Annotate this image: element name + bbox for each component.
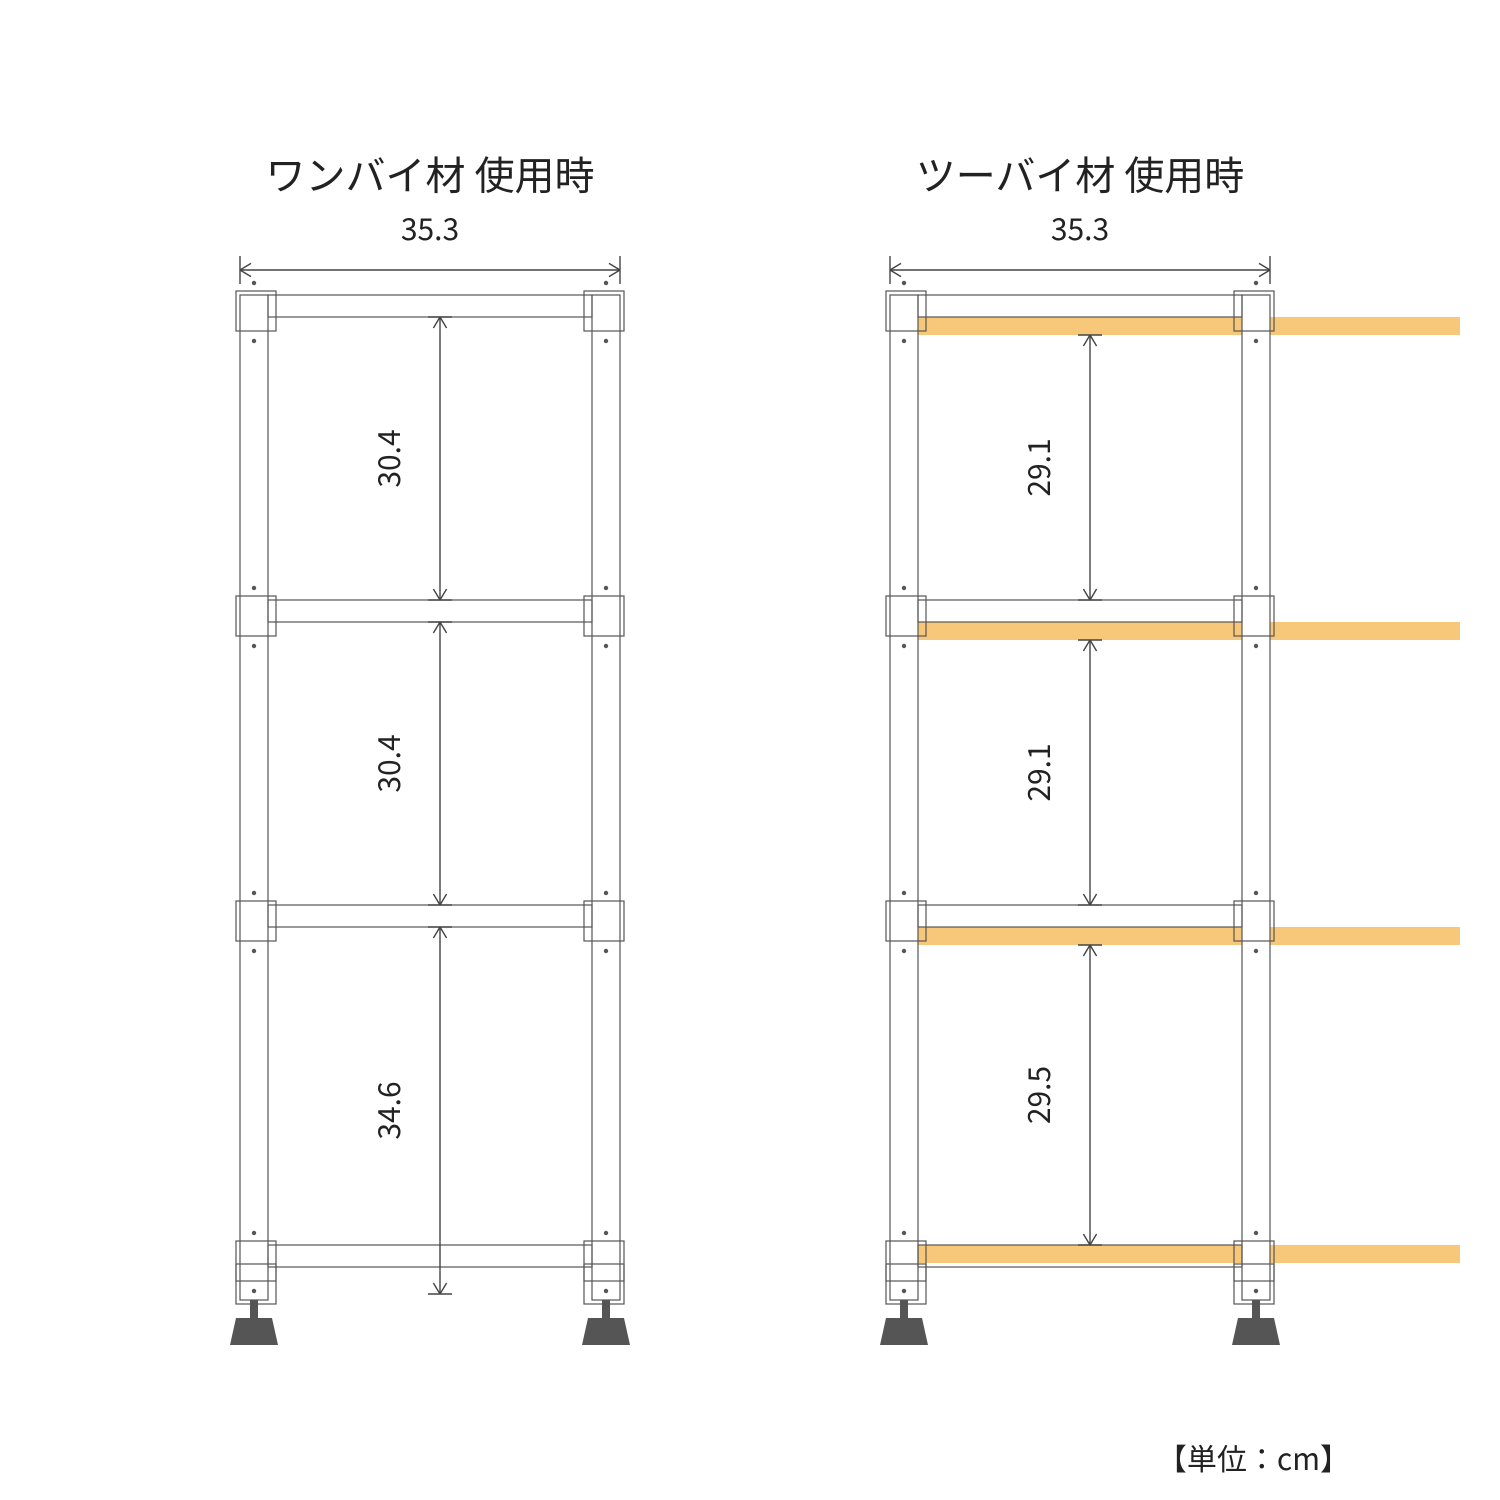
crossbar [918, 600, 1242, 622]
bolt-dot [252, 1289, 256, 1293]
unit-label: 【単位：cm】 [1157, 1435, 1350, 1479]
bolt-dot [902, 949, 906, 953]
gap-dimension: 29.5 [1015, 1066, 1059, 1124]
bolt-dot [1254, 1231, 1258, 1235]
foot-pad [582, 1318, 630, 1345]
foot-pad [230, 1318, 278, 1345]
bolt-dot [252, 949, 256, 953]
shelf-board-overhang [1270, 1245, 1460, 1263]
foot-stem [250, 1300, 258, 1318]
bolt-dot [902, 1289, 906, 1293]
shelf-board-overhang [1270, 622, 1460, 640]
bracket [236, 901, 276, 941]
bracket [236, 291, 276, 331]
bolt-dot [1254, 949, 1258, 953]
bolt-dot [604, 1289, 608, 1293]
bracket [236, 1264, 276, 1304]
post-right [592, 295, 620, 1300]
bolt-dot [604, 281, 608, 285]
bracket [236, 596, 276, 636]
post-right [1242, 295, 1270, 1300]
gap-dimension: 30.4 [365, 734, 409, 792]
crossbar [268, 905, 592, 927]
shelf-board [918, 927, 1242, 945]
shelf-board-overhang [1270, 317, 1460, 335]
bolt-dot [252, 586, 256, 590]
bolt-dot [1254, 1289, 1258, 1293]
bolt-dot [1254, 891, 1258, 895]
crossbar [268, 295, 592, 317]
bolt-dot [604, 1231, 608, 1235]
shelf-unit: ツーバイ材 使用時35.3 29.1 29.1 29.5 [880, 144, 1460, 1345]
crossbar [918, 905, 1242, 927]
bolt-dot [604, 339, 608, 343]
bolt-dot [252, 891, 256, 895]
foot-pad [1232, 1318, 1280, 1345]
shelf-board [918, 622, 1242, 640]
crossbar [268, 1245, 592, 1267]
bolt-dot [902, 644, 906, 648]
crossbar [918, 295, 1242, 317]
post-left [240, 295, 268, 1300]
bolt-dot [252, 281, 256, 285]
foot-stem [1252, 1300, 1260, 1318]
bolt-dot [902, 339, 906, 343]
gap-dimension: 34.6 [365, 1081, 409, 1139]
bolt-dot [902, 1231, 906, 1235]
bracket [236, 1241, 276, 1281]
dimension-diagram: ワンバイ材 使用時35.330.430.434.6ツーバイ材 使用時35.329… [0, 0, 1500, 1500]
bracket [584, 1241, 624, 1281]
shelf-board-overhang [1270, 927, 1460, 945]
bolt-dot [252, 339, 256, 343]
bolt-dot [604, 644, 608, 648]
shelf-title: ツーバイ材 使用時 [916, 144, 1245, 202]
bolt-dot [1254, 281, 1258, 285]
bolt-dot [902, 891, 906, 895]
bolt-dot [1254, 644, 1258, 648]
foot-pad [880, 1318, 928, 1345]
bolt-dot [1254, 586, 1258, 590]
bracket [584, 1264, 624, 1304]
width-dimension: 35.3 [1051, 205, 1109, 249]
bolt-dot [604, 586, 608, 590]
bracket [886, 1264, 926, 1304]
foot-stem [900, 1300, 908, 1318]
gap-dimension: 29.1 [1015, 743, 1059, 801]
bolt-dot [252, 1231, 256, 1235]
bracket [584, 291, 624, 331]
bolt-dot [252, 644, 256, 648]
bracket [584, 596, 624, 636]
shelf-board [918, 1245, 1242, 1263]
bolt-dot [1254, 339, 1258, 343]
bolt-dot [604, 891, 608, 895]
bracket [1234, 1264, 1274, 1304]
foot-stem [602, 1300, 610, 1318]
gap-dimension: 29.1 [1015, 438, 1059, 496]
shelf-title: ワンバイ材 使用時 [266, 144, 595, 202]
shelf-board [918, 317, 1242, 335]
shelf-unit: ワンバイ材 使用時35.3 30.4 30.4 34.6 [230, 144, 630, 1345]
post-left [890, 295, 918, 1300]
gap-dimension: 30.4 [365, 429, 409, 487]
crossbar [268, 600, 592, 622]
bolt-dot [902, 586, 906, 590]
bolt-dot [902, 281, 906, 285]
bracket [584, 901, 624, 941]
bolt-dot [604, 949, 608, 953]
width-dimension: 35.3 [401, 205, 459, 249]
